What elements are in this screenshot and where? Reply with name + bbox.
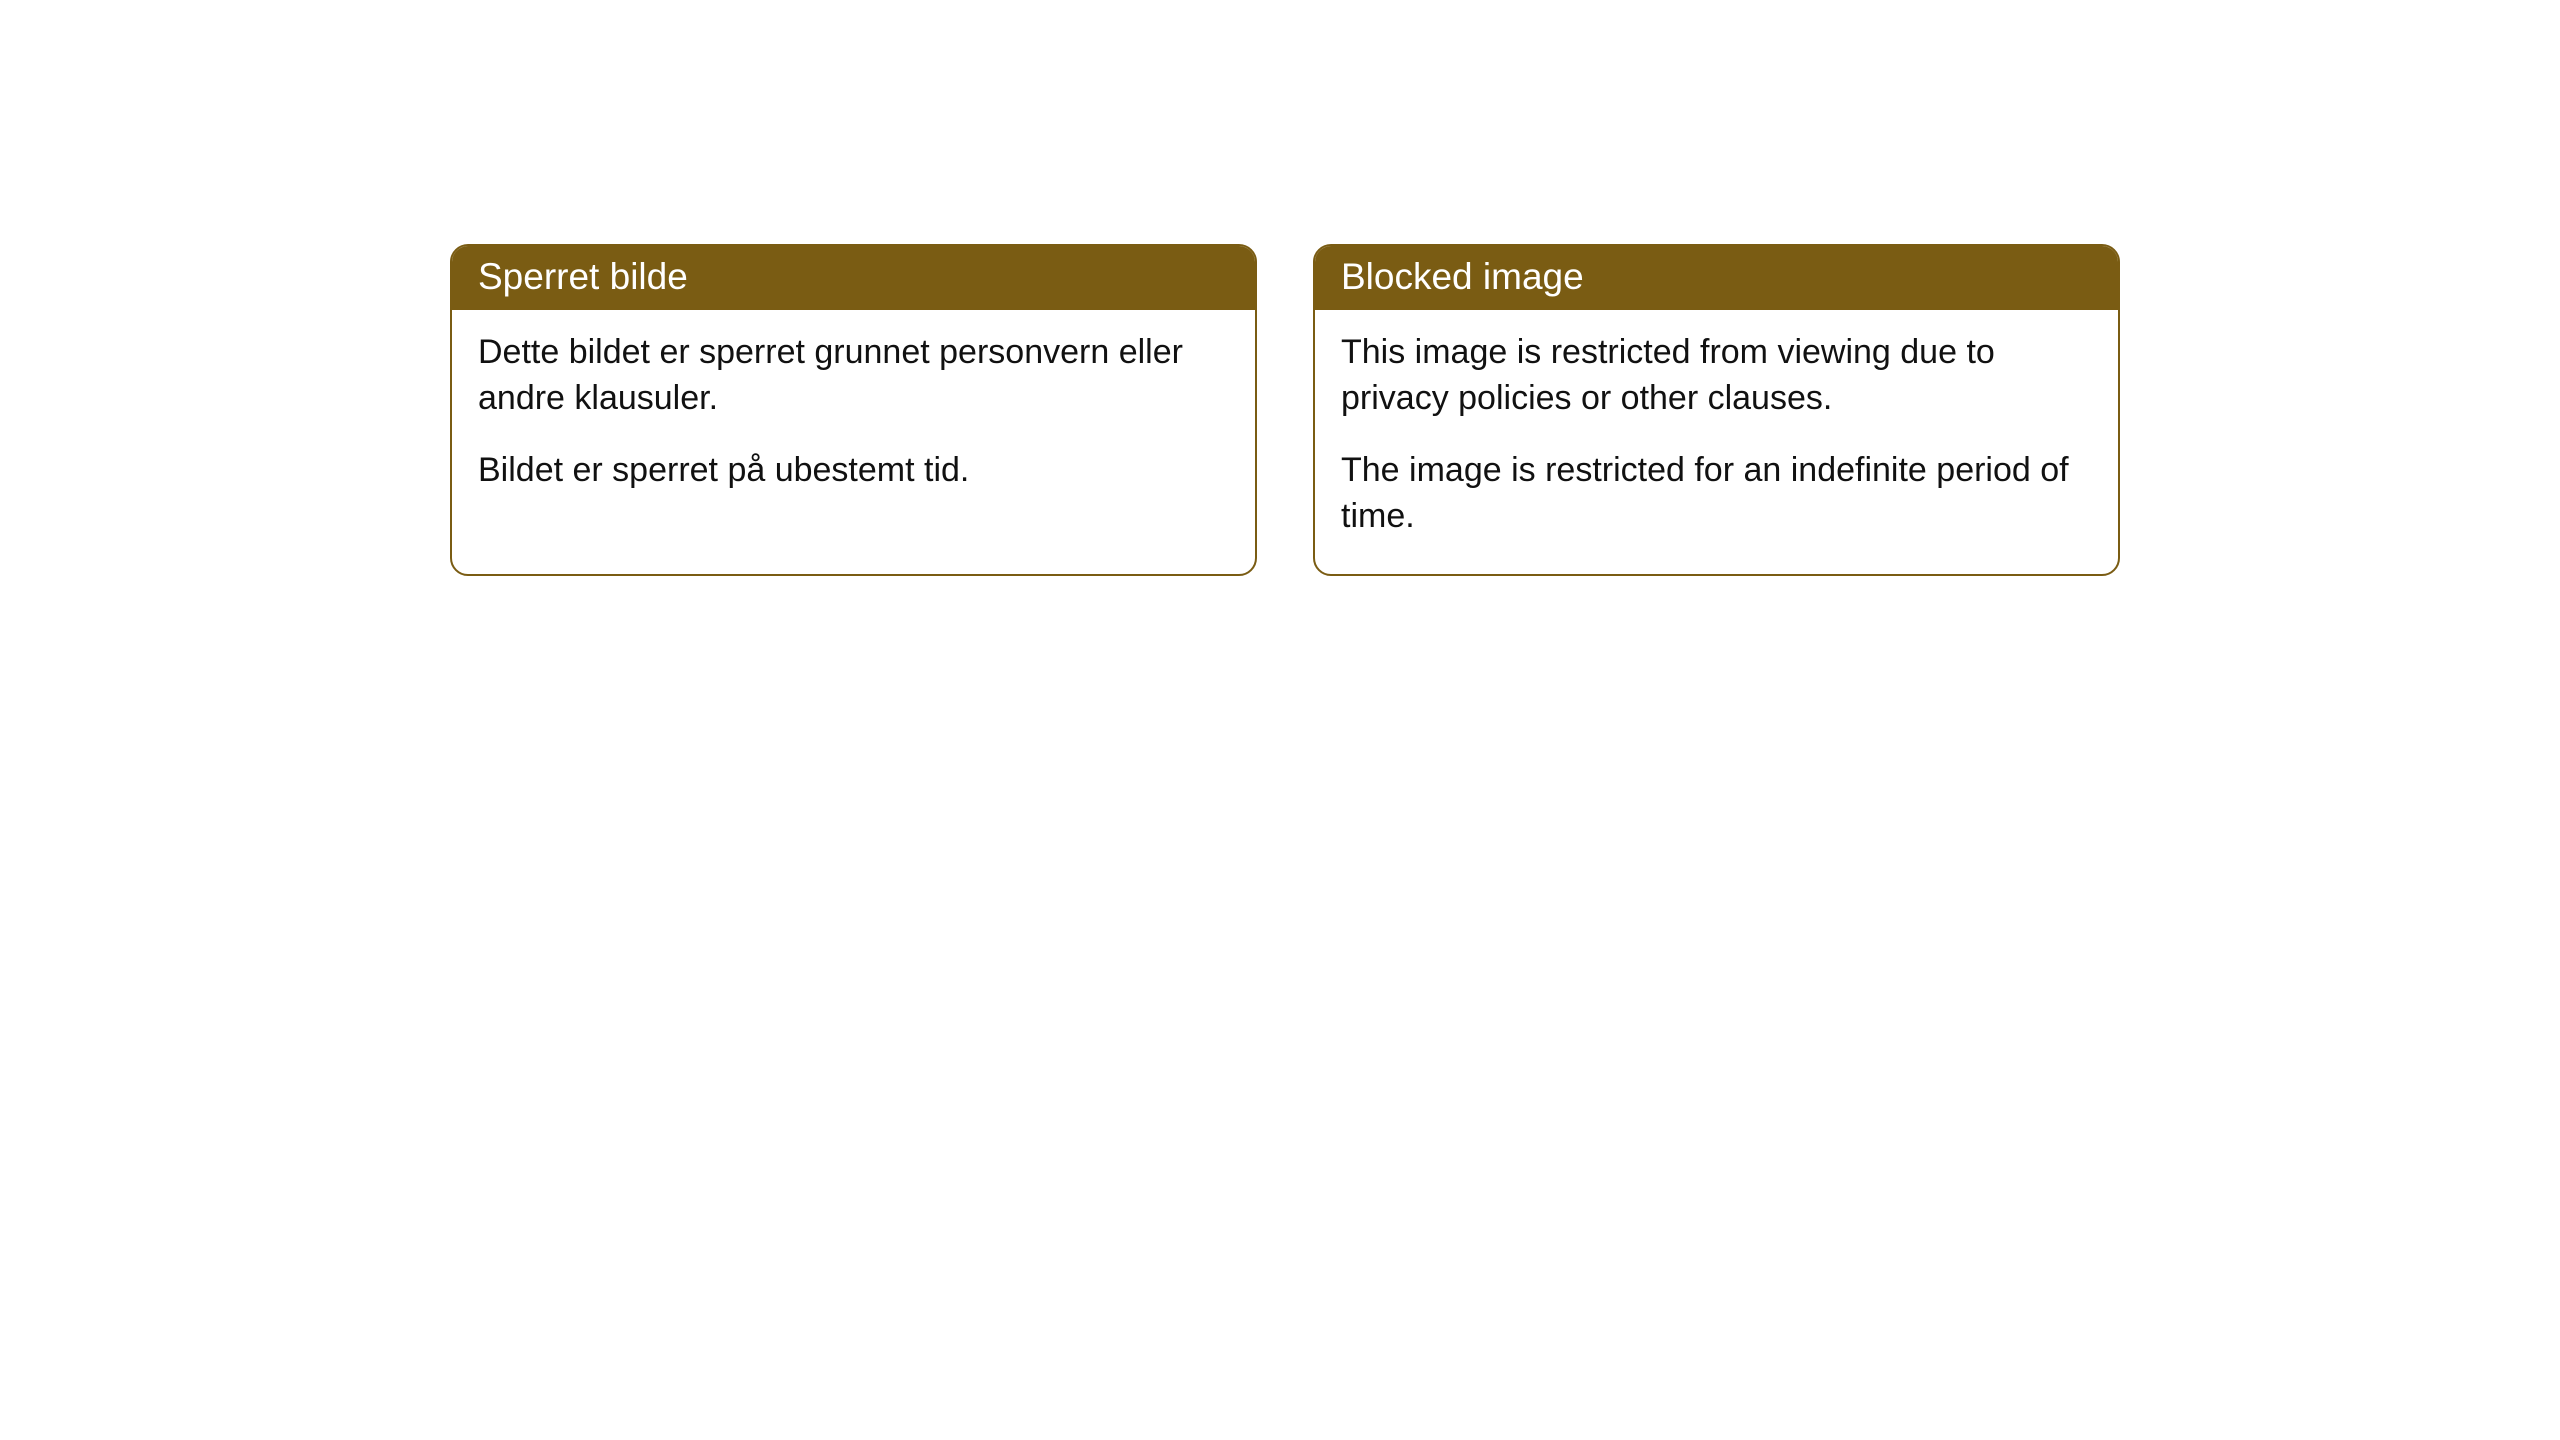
notice-card-english: Blocked image This image is restricted f…: [1313, 244, 2120, 576]
notice-body-norwegian: Dette bildet er sperret grunnet personve…: [452, 310, 1255, 528]
notice-header-english: Blocked image: [1315, 246, 2118, 310]
notice-paragraph: The image is restricted for an indefinit…: [1341, 448, 2092, 540]
notice-paragraph: Bildet er sperret på ubestemt tid.: [478, 448, 1229, 494]
notice-title-norwegian: Sperret bilde: [478, 256, 688, 297]
notice-card-norwegian: Sperret bilde Dette bildet er sperret gr…: [450, 244, 1257, 576]
notice-body-english: This image is restricted from viewing du…: [1315, 310, 2118, 574]
notice-paragraph: Dette bildet er sperret grunnet personve…: [478, 330, 1229, 422]
notice-header-norwegian: Sperret bilde: [452, 246, 1255, 310]
notice-paragraph: This image is restricted from viewing du…: [1341, 330, 2092, 422]
notice-container: Sperret bilde Dette bildet er sperret gr…: [0, 0, 2560, 576]
notice-title-english: Blocked image: [1341, 256, 1584, 297]
